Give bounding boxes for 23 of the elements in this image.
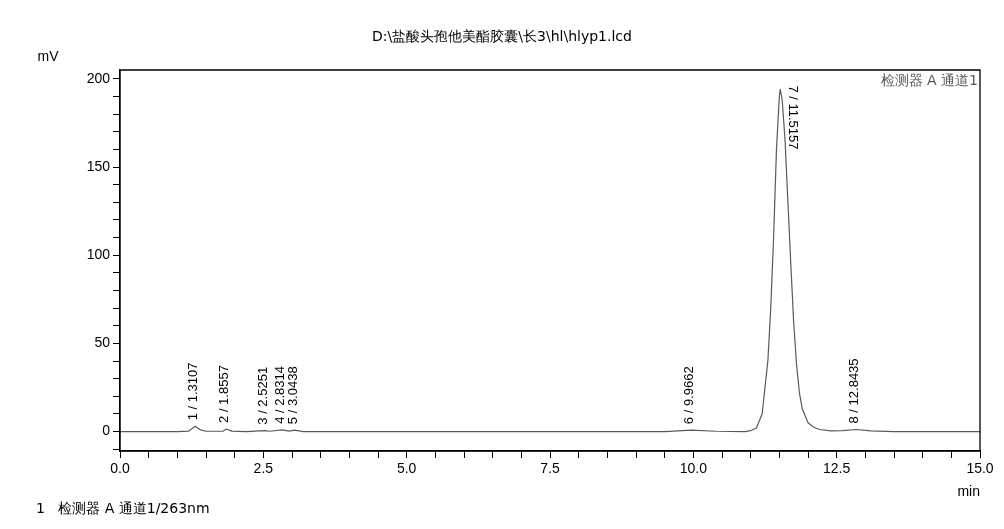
x-tick-label: 12.5 [823,460,851,477]
x-tick-label: 0.0 [110,460,130,477]
x-tick-label: 10.0 [679,460,708,477]
annotation: 8 / 12.8435 [846,358,862,424]
y-axis-title: mV [37,47,60,64]
x-axis-title: min [957,482,980,499]
annotation: 3 / 2.5251 [254,366,270,425]
text: 检测器 A 通道1 [880,71,978,88]
x-tick-label: 7.5 [540,460,560,477]
x-tick-label: 2.5 [253,460,274,477]
y-tick-label: 100 [86,246,111,263]
x-tick-label: 15.0 [966,460,994,477]
annotation: 2 / 1.8557 [216,365,232,423]
x-tick-label: 5.0 [396,460,417,477]
y-tick-label: 50 [94,334,111,351]
chart-title: D:\盐酸头孢他美酯胶囊\长3\hl\hlyp1.lcd [371,28,633,46]
annotation: 1 / 1.3107 [185,362,201,421]
y-tick-label: 200 [86,69,111,86]
y-tick-label: 150 [86,157,111,174]
annotation: 6 / 9.9662 [681,366,697,425]
y-tick-label: 0 [102,422,111,439]
text: 1 检测器 A 通道1/263nm [36,500,210,518]
annotation: 7 / 11.5157 [786,85,802,150]
